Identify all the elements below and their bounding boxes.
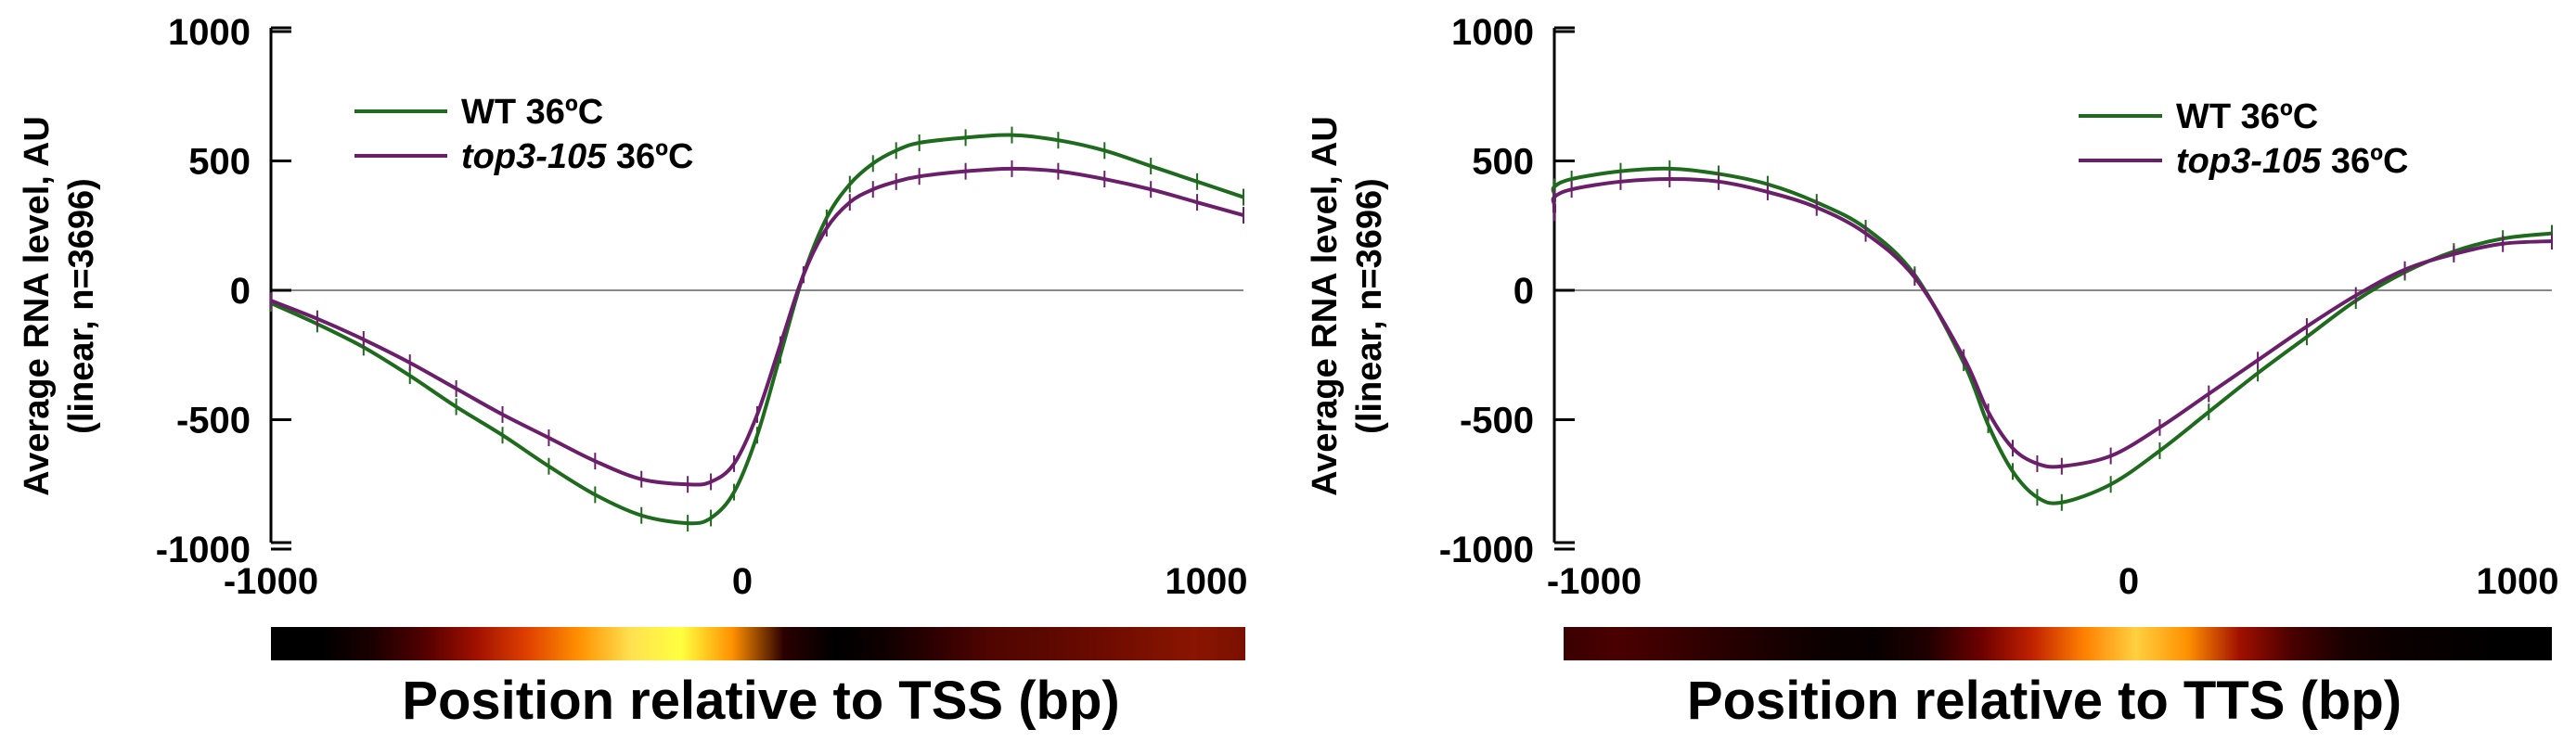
y-axis-label-line2: (linear, n=3696) bbox=[1350, 178, 1389, 434]
legend-label: WT 36ºC bbox=[461, 93, 603, 132]
series-line-top3-105 bbox=[1551, 177, 2553, 469]
x-tick-label: -1000 bbox=[224, 561, 318, 602]
x-tick-label: -1000 bbox=[1547, 561, 1642, 602]
series-line-wt bbox=[1551, 166, 2553, 505]
x-axis-label: Position relative to TTS (bp) bbox=[1687, 671, 2402, 731]
series-line-wt bbox=[270, 133, 1244, 526]
right-chart-panel: Average RNA level, AU (linear, n=3696) P… bbox=[1288, 0, 2576, 742]
y-tick-label: 500 bbox=[188, 142, 251, 183]
legend-label: top3-105 36ºC bbox=[461, 137, 693, 176]
legend-label: top3-105 36ºC bbox=[2176, 142, 2408, 181]
y-tick-label: -500 bbox=[176, 401, 251, 441]
legend-label-italic: top3-105 bbox=[2176, 142, 2322, 181]
y-tick-label: 1000 bbox=[1451, 12, 1534, 53]
legend-label: WT 36ºC bbox=[2176, 97, 2318, 136]
x-tick-label: 0 bbox=[2119, 561, 2139, 602]
x-axis-label: Position relative to TSS (bp) bbox=[402, 671, 1119, 731]
y-tick-label: -1000 bbox=[156, 530, 251, 570]
y-axis-label-line2: (linear, n=3696) bbox=[62, 178, 101, 434]
y-tick-label: 0 bbox=[230, 271, 251, 312]
x-tick-label: 1000 bbox=[2477, 561, 2559, 602]
tts-chart: Average RNA level, AU (linear, n=3696) P… bbox=[1306, 12, 2559, 731]
x-tick-label: 0 bbox=[732, 561, 753, 602]
left-chart-panel: Average RNA level, AU (linear, n=3696) P… bbox=[18, 12, 1248, 731]
y-tick-label: 0 bbox=[1513, 271, 1534, 312]
y-tick-label: -500 bbox=[1460, 401, 1534, 441]
heatmap-colorbar bbox=[1564, 627, 2552, 660]
legend-label-suffix: 36ºC bbox=[2321, 142, 2408, 181]
legend-label-suffix: 36ºC bbox=[606, 137, 693, 176]
legend-label-italic: top3-105 bbox=[461, 137, 607, 176]
y-tick-label: 1000 bbox=[168, 12, 251, 53]
y-axis-label-line1: Average RNA level, AU bbox=[18, 116, 57, 496]
x-tick-label: 1000 bbox=[1166, 561, 1248, 602]
tss-chart: Average RNA level, AU (linear, n=3696) P… bbox=[18, 12, 1248, 731]
y-axis-label-line1: Average RNA level, AU bbox=[1306, 116, 1345, 496]
y-tick-label: 500 bbox=[1472, 142, 1534, 183]
y-tick-label: -1000 bbox=[1439, 530, 1534, 570]
heatmap-colorbar bbox=[271, 627, 1245, 660]
